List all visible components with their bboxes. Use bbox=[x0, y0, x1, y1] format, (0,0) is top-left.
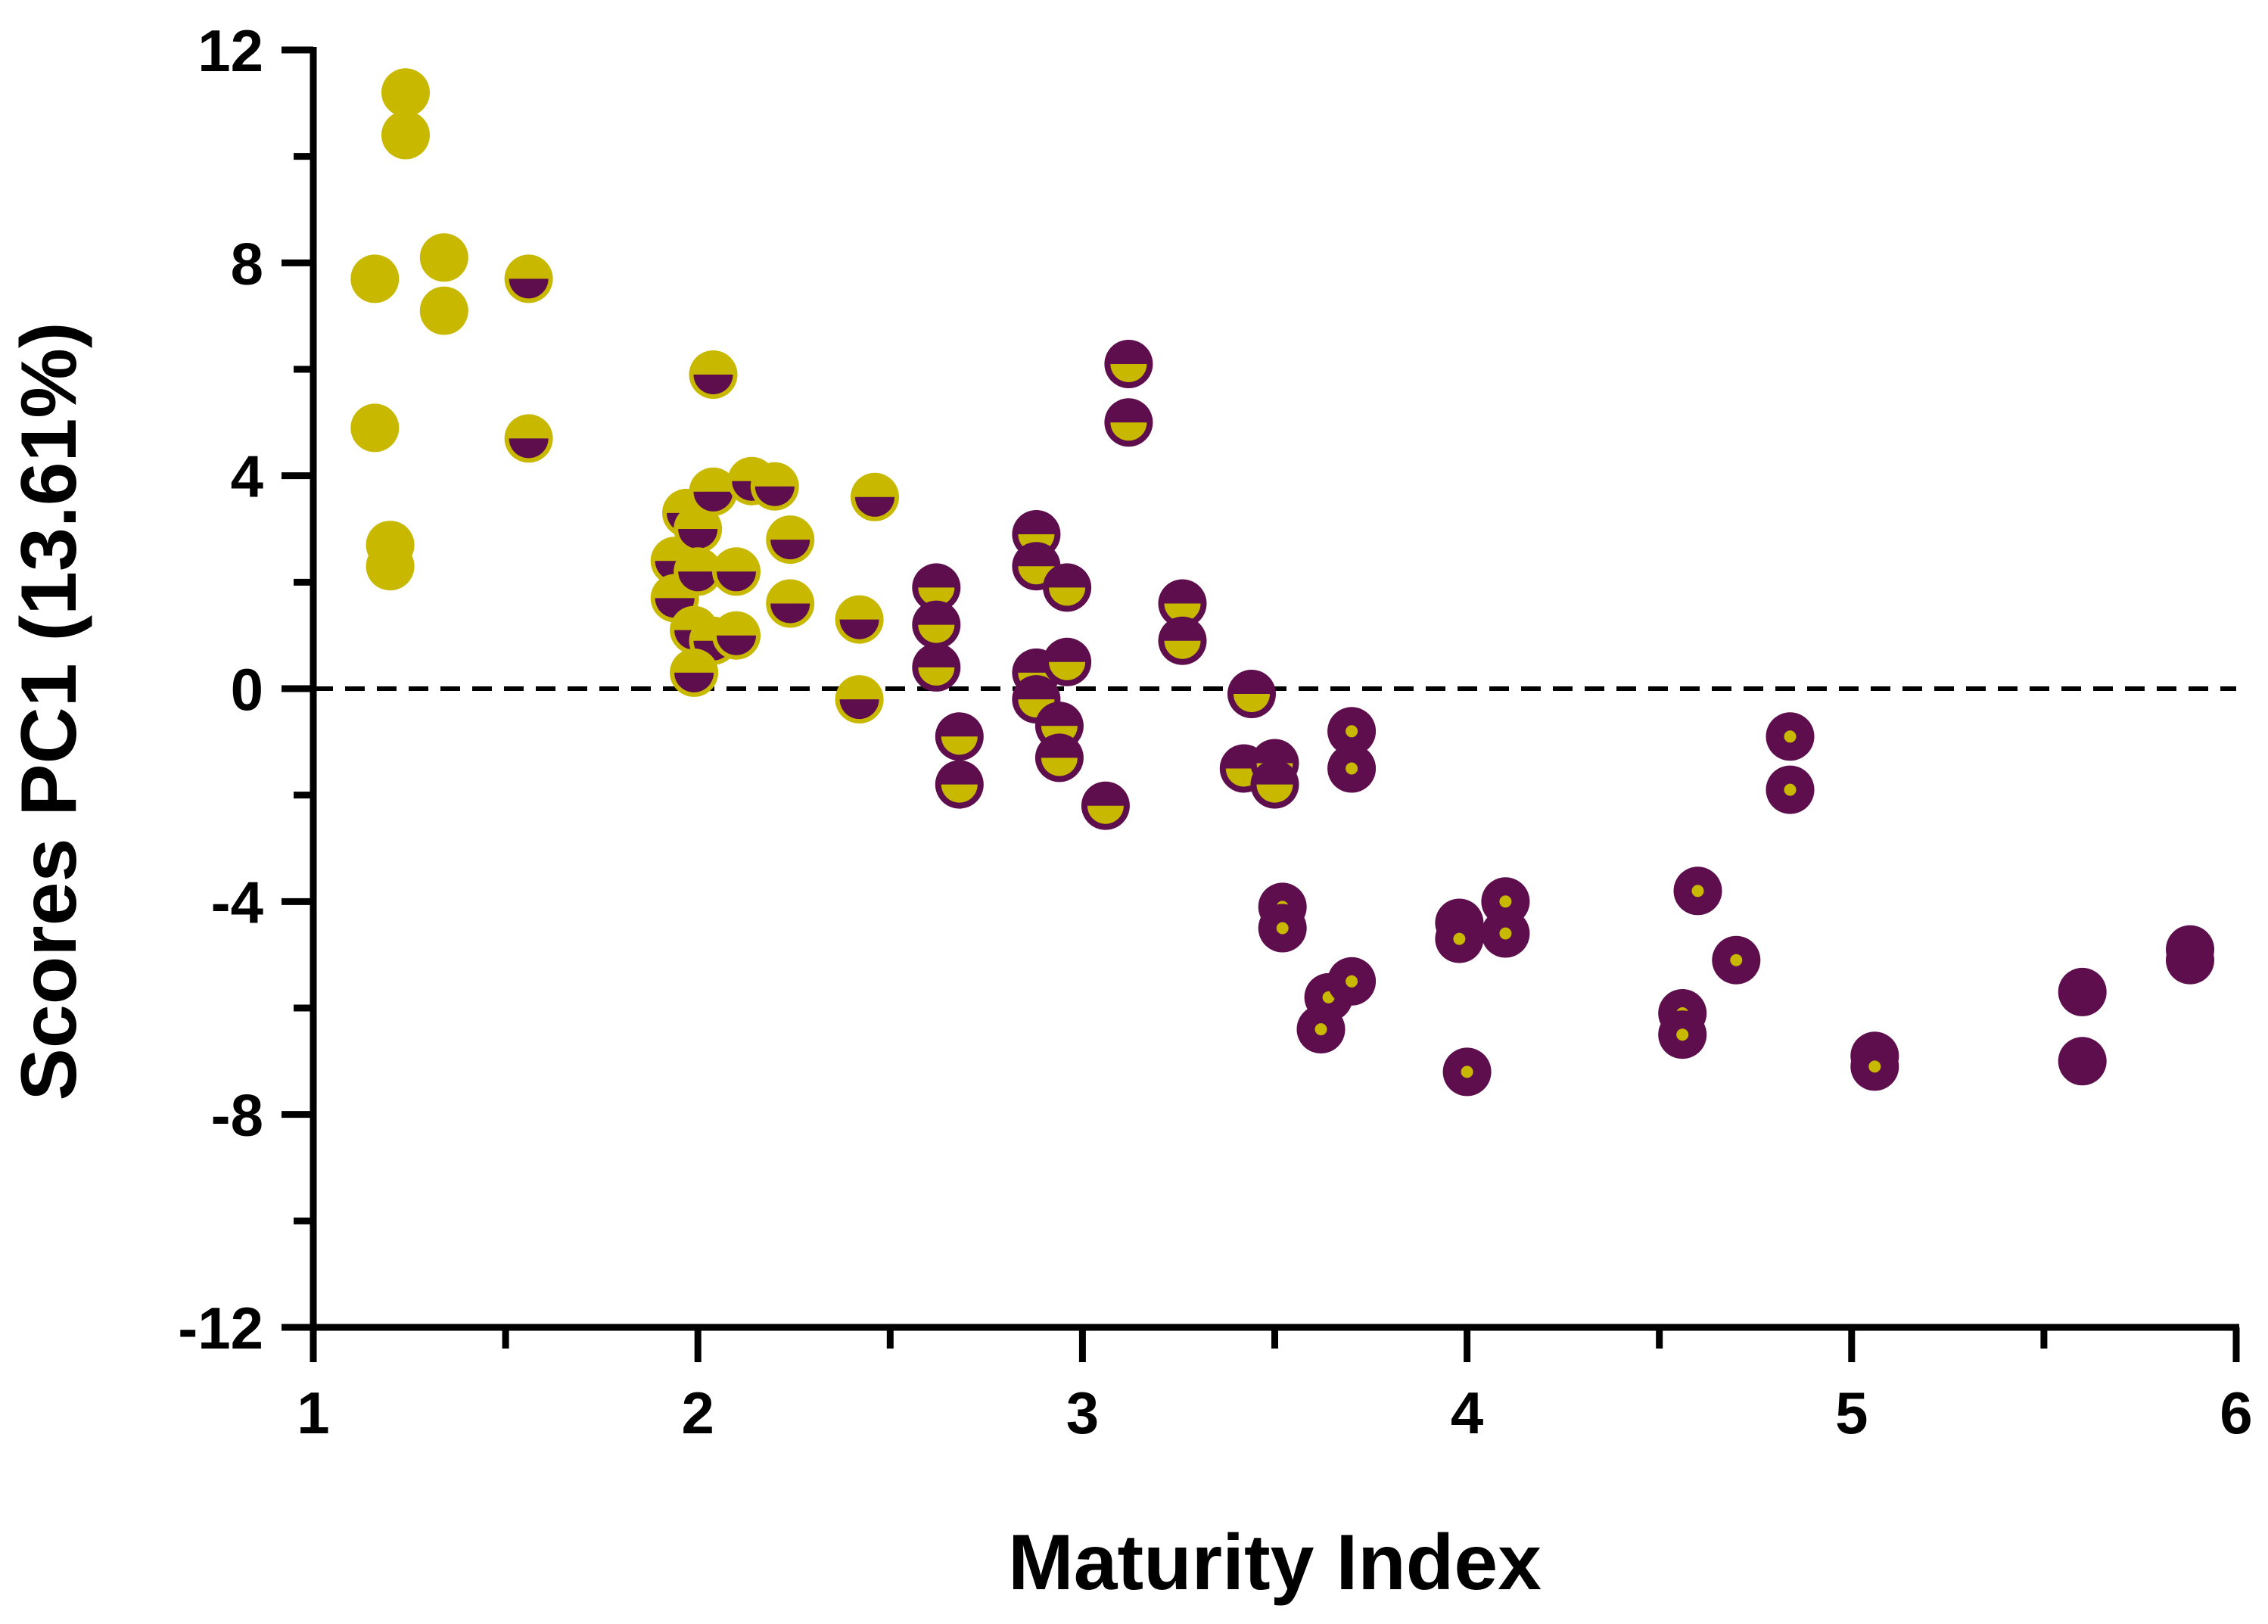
y-tick-label: 0 bbox=[231, 656, 263, 723]
data-point bbox=[366, 542, 415, 591]
data-point bbox=[1250, 760, 1299, 809]
data-point bbox=[912, 600, 961, 649]
data-point bbox=[689, 350, 738, 399]
x-tick-label: 2 bbox=[682, 1380, 714, 1446]
data-point bbox=[1435, 914, 1484, 963]
x-tick-label: 6 bbox=[2220, 1380, 2252, 1446]
data-point bbox=[851, 472, 899, 521]
data-point bbox=[1327, 957, 1377, 1006]
data-point bbox=[674, 547, 723, 596]
data-point bbox=[1158, 579, 1207, 628]
data-point bbox=[419, 286, 468, 335]
x-tick-label: 3 bbox=[1066, 1380, 1099, 1446]
data-point bbox=[1043, 563, 1092, 612]
data-point bbox=[1227, 670, 1276, 718]
data-point bbox=[750, 462, 799, 511]
data-point bbox=[912, 563, 961, 612]
data-point bbox=[1034, 733, 1084, 782]
data-point bbox=[1104, 340, 1153, 388]
data-point bbox=[1043, 637, 1092, 686]
data-point bbox=[2058, 1037, 2107, 1086]
y-axis-title: Scores PC1 (13.61%) bbox=[5, 322, 93, 1101]
data-point bbox=[1766, 712, 1815, 761]
data-point bbox=[504, 414, 553, 463]
y-tick-label: -4 bbox=[211, 869, 263, 935]
data-point bbox=[1673, 866, 1722, 916]
data-point bbox=[1158, 616, 1207, 665]
data-point bbox=[381, 68, 430, 117]
data-point bbox=[712, 611, 761, 660]
data-point bbox=[766, 515, 815, 565]
data-point bbox=[1327, 744, 1377, 793]
data-point bbox=[835, 675, 884, 724]
y-tick-label: 12 bbox=[198, 17, 263, 84]
data-point bbox=[1442, 1047, 1492, 1097]
data-point bbox=[1104, 398, 1153, 447]
data-point bbox=[419, 233, 468, 282]
data-point bbox=[835, 595, 884, 644]
x-tick-label: 1 bbox=[297, 1380, 329, 1446]
data-point bbox=[2058, 967, 2107, 1016]
data-point bbox=[935, 712, 984, 761]
data-point bbox=[350, 403, 400, 453]
data-point bbox=[1712, 935, 1761, 985]
data-point bbox=[689, 467, 738, 516]
data-point bbox=[1481, 909, 1530, 958]
data-point bbox=[935, 760, 984, 809]
data-point bbox=[912, 642, 961, 692]
x-tick-label: 4 bbox=[1451, 1380, 1483, 1446]
y-axis-ticks: 12 8 4 0 -4 -8 -12 bbox=[178, 17, 313, 1361]
data-point bbox=[1850, 1042, 1899, 1091]
data-points bbox=[350, 68, 2214, 1097]
x-axis-title: Maturity Index bbox=[1008, 1519, 1542, 1607]
data-point bbox=[1081, 781, 1130, 830]
data-point bbox=[1658, 1010, 1707, 1059]
x-tick-label: 5 bbox=[1835, 1380, 1868, 1446]
x-axis-ticks: 1 2 3 4 5 6 bbox=[297, 1327, 2253, 1446]
y-tick-label: -12 bbox=[178, 1295, 263, 1361]
data-point bbox=[674, 505, 723, 553]
data-point bbox=[504, 254, 553, 303]
data-point bbox=[2166, 935, 2214, 985]
y-tick-label: -8 bbox=[211, 1082, 263, 1149]
data-point bbox=[670, 648, 719, 697]
data-point bbox=[766, 579, 815, 628]
data-point bbox=[350, 254, 400, 303]
data-point bbox=[1258, 904, 1307, 953]
y-tick-label: 4 bbox=[231, 443, 263, 510]
y-tick-label: 8 bbox=[231, 230, 263, 297]
data-point bbox=[1296, 1005, 1346, 1054]
data-point bbox=[712, 547, 761, 596]
data-point bbox=[381, 110, 430, 160]
data-point bbox=[1327, 707, 1377, 756]
data-point bbox=[1766, 765, 1815, 814]
